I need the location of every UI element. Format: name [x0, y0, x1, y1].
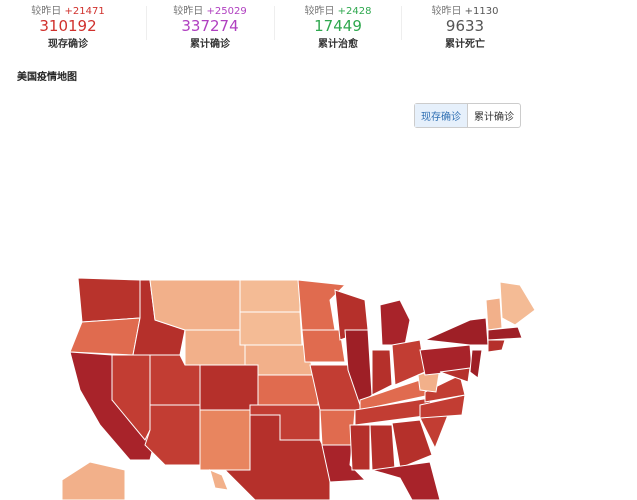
state	[485, 297, 503, 331]
state	[424, 374, 466, 403]
stat-label: 累计死亡	[445, 39, 485, 50]
state	[144, 404, 201, 466]
state	[77, 277, 141, 323]
toggle-option[interactable]: 累计确诊	[474, 112, 514, 123]
compare-prefix: 较昨日	[173, 6, 204, 17]
stat-value: 17449	[314, 17, 362, 35]
separator	[146, 6, 147, 40]
stat-compare: 较昨日 +1130	[405, 2, 525, 17]
stat-card: 较昨日 +2428 17449 累计治愈	[278, 2, 398, 50]
stat-card: 较昨日 +1130 9633 累计死亡	[405, 2, 525, 50]
stat-card: 较昨日 +25029 337274 累计确诊	[150, 2, 270, 50]
compare-prefix: 较昨日	[431, 6, 462, 17]
state	[321, 444, 367, 483]
state	[199, 364, 259, 411]
stat-value: 9633	[445, 17, 485, 35]
state	[239, 311, 303, 346]
compare-prefix: 较昨日	[304, 6, 335, 17]
state	[487, 326, 523, 341]
state	[149, 279, 241, 331]
state	[301, 329, 346, 363]
state	[349, 424, 371, 471]
compare-delta: +25029	[206, 6, 247, 17]
stat-label: 累计确诊	[190, 39, 230, 50]
state	[439, 367, 471, 383]
state	[239, 279, 301, 313]
state	[371, 349, 393, 396]
toggle-option[interactable]: 现存确诊	[415, 104, 468, 127]
separator	[401, 6, 402, 40]
stat-card: 较昨日 +21471 310192 现存确诊	[8, 2, 128, 50]
state	[184, 329, 246, 366]
map-title: 美国疫情地图	[17, 72, 77, 83]
compare-delta: +1130	[464, 6, 499, 17]
state	[297, 279, 347, 331]
stat-compare: 较昨日 +2428	[278, 2, 398, 17]
toggle: 现存确诊 累计确诊	[414, 103, 521, 128]
state	[209, 469, 229, 491]
separator	[274, 6, 275, 40]
state	[499, 281, 536, 326]
stat-compare: 较昨日 +21471	[8, 2, 128, 17]
state	[369, 424, 396, 471]
state	[379, 299, 411, 346]
state	[61, 461, 126, 500]
state	[469, 349, 483, 379]
stat-value: 310192	[39, 17, 97, 35]
compare-delta: +2428	[337, 6, 372, 17]
compare-delta: +21471	[64, 6, 105, 17]
stat-label: 累计治愈	[318, 39, 358, 50]
stat-value: 337274	[181, 17, 239, 35]
state	[391, 419, 433, 469]
state	[69, 317, 141, 356]
compare-prefix: 较昨日	[31, 6, 62, 17]
state	[257, 374, 319, 406]
state	[423, 317, 489, 346]
state	[419, 394, 466, 419]
state	[371, 461, 441, 500]
stat-label: 现存确诊	[48, 39, 88, 50]
state	[199, 409, 251, 471]
state	[487, 339, 506, 353]
stat-compare: 较昨日 +25029	[150, 2, 270, 17]
